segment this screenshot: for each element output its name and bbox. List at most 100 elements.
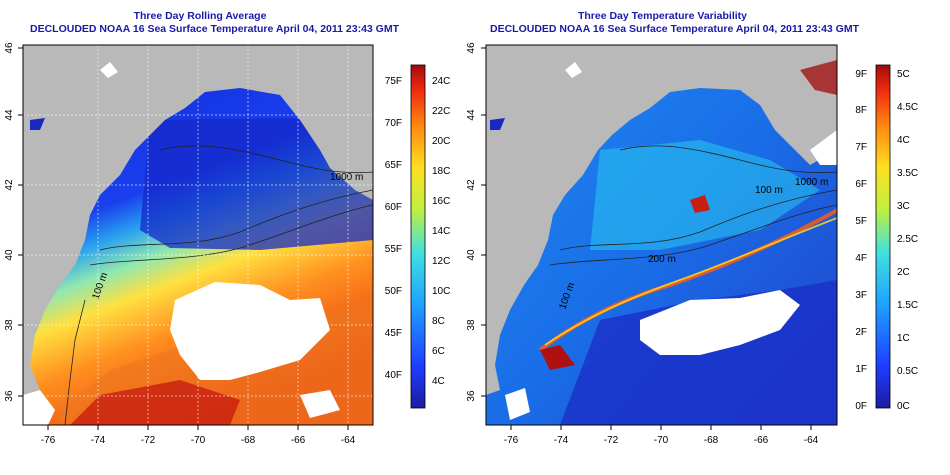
right-cb-c: 3C [897,201,910,212]
left-cb-f: 65F [385,160,402,171]
left-cb-f: 75F [385,76,402,87]
left-map-subtitle: DECLOUDED NOAA 16 Sea Surface Temperatur… [30,23,399,35]
right-x-axis: -76 -74 -72 -70 -68 -66 -64 [504,425,819,446]
left-y-tick: 46 [4,42,15,54]
left-coast-mask [23,390,55,425]
right-cloud-mask [640,290,800,355]
right-map-subtitle: DECLOUDED NOAA 16 Sea Surface Temperatur… [490,23,859,35]
right-x-tick: -66 [754,435,769,446]
right-cb-c: 2.5C [897,234,918,245]
left-x-tick: -74 [91,435,106,446]
left-cloud-mask [170,282,330,380]
right-cb-f: 4F [855,253,867,264]
left-y-tick: 44 [4,109,15,121]
left-colorbar: 75F 70F 65F 60F 55F 50F 45F 40F 24C 22C … [385,64,450,409]
right-contour-label: 200 m [648,254,676,265]
left-cb-f: 60F [385,202,402,213]
right-cb-c: 4.5C [897,102,918,113]
right-cb-f: 9F [855,69,867,80]
left-x-tick: -72 [141,435,156,446]
right-hot-spot-north [690,195,710,213]
left-lake [100,62,118,78]
left-map: 1000 m 100 m [23,45,373,425]
right-cb-c: 3.5C [897,168,918,179]
right-y-tick: 36 [466,390,477,402]
left-x-tick: -66 [291,435,306,446]
right-y-tick: 40 [466,249,477,261]
left-x-tick: -68 [241,435,256,446]
right-x-tick: -72 [604,435,619,446]
left-cb-c: 10C [432,286,450,297]
left-x-tick: -70 [191,435,206,446]
right-y-tick: 44 [466,109,477,121]
right-map-title: Three Day Temperature Variability DECLOU… [490,10,859,36]
left-cb-c: 8C [432,316,445,327]
right-colorbar-ramp [875,64,891,409]
right-cb-f: 3F [855,290,867,301]
right-contour-100m [619,145,837,174]
left-x-tick: -76 [41,435,56,446]
right-x-tick: -76 [504,435,519,446]
left-cb-f: 70F [385,118,402,129]
left-contour-1000m [89,204,373,266]
left-y-axis: 36 38 40 42 44 46 [4,42,23,402]
left-x-tick: -64 [341,435,356,446]
left-land-mass [23,45,373,395]
right-y-tick: 42 [466,179,477,191]
right-north-hotspot [800,60,837,95]
left-cb-c: 22C [432,106,450,117]
left-y-tick: 42 [4,179,15,191]
left-y-tick: 40 [4,249,15,261]
left-lake-2 [30,118,45,130]
left-colorbar-ramp [410,64,426,409]
right-x-tick: -70 [654,435,669,446]
right-y-tick: 46 [466,42,477,54]
left-contour-200m [99,189,373,251]
right-lake-2 [490,118,505,130]
right-cb-f: 6F [855,179,867,190]
right-front-line-2 [544,217,837,346]
right-cb-c: 4C [897,135,910,146]
right-cb-c: 1.5C [897,300,918,311]
left-contour-100m [159,145,373,174]
right-contour-200m [559,189,837,251]
left-cb-f: 50F [385,286,402,297]
right-cb-f: 2F [855,327,867,338]
right-nova-scotia-mask [810,130,837,165]
left-cb-f: 40F [385,370,402,381]
left-cloud-mask-2 [300,390,340,418]
left-x-axis: -76 -74 -72 -70 -68 -66 -64 [41,425,356,446]
right-land-mass [486,45,837,395]
left-hot-core [70,380,240,425]
right-cb-c: 0C [897,401,910,412]
right-cb-f: 1F [855,364,867,375]
right-cloud-mask-2 [505,388,530,420]
right-cb-f: 0F [855,401,867,412]
right-y-axis: 36 38 40 42 44 46 [466,42,486,402]
right-cb-f: 5F [855,216,867,227]
left-cb-c: 12C [432,256,450,267]
left-cb-c: 16C [432,196,450,207]
left-cb-c: 14C [432,226,450,237]
right-cb-c: 5C [897,69,910,80]
left-cb-c: 4C [432,376,445,387]
left-y-tick: 38 [4,319,15,331]
right-contour-label: 100 m [755,185,783,196]
left-grid [23,45,373,425]
left-cb-c: 24C [432,76,450,87]
left-cb-c: 18C [432,166,450,177]
right-map-title-line1: Three Day Temperature Variability [577,10,748,22]
left-cb-c: 6C [432,346,445,357]
right-contour-label: 1000 m [795,177,828,188]
right-contour-1000m [549,204,837,266]
left-cb-f: 45F [385,328,402,339]
right-hot-spot-south [540,345,575,370]
right-lake [565,62,582,78]
left-nova-scotia [330,150,373,200]
right-cb-c: 0.5C [897,366,918,377]
left-map-title-line1: Three Day Rolling Average [133,10,267,22]
left-cb-c: 20C [432,136,450,147]
left-map-title: Three Day Rolling Average DECLOUDED NOAA… [30,10,399,36]
left-contour-label-1000: 1000 m [330,172,363,183]
